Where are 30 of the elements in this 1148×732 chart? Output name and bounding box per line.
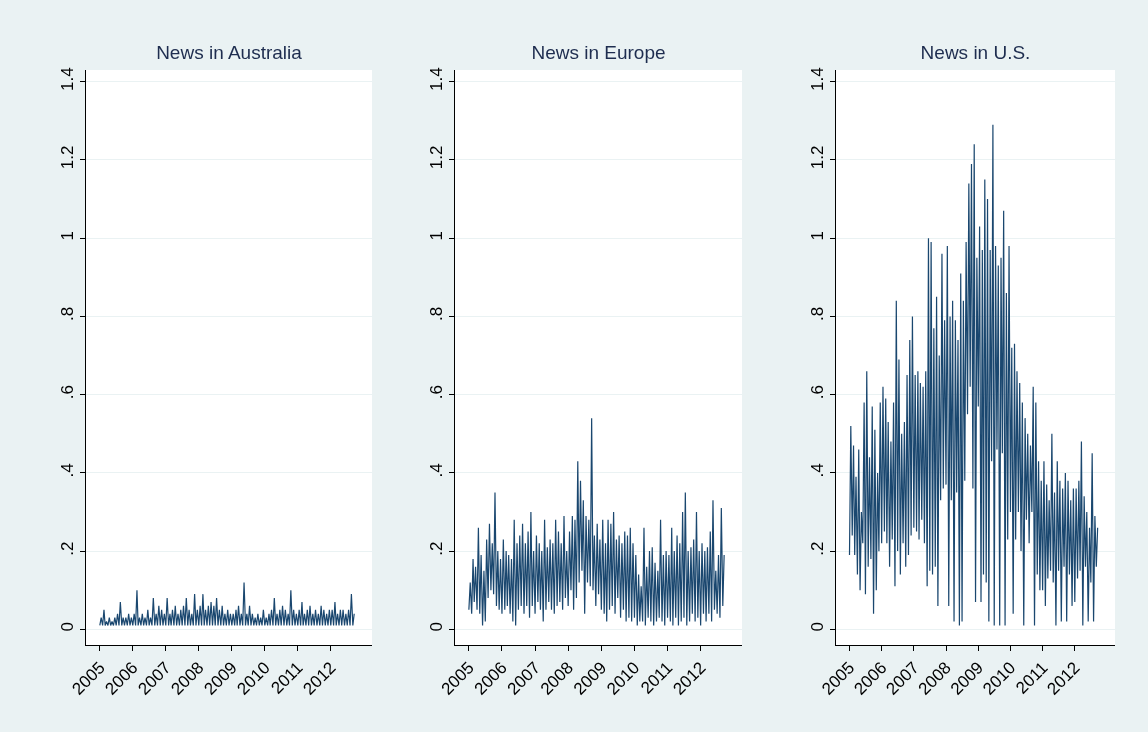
y-tick-label: 1.2 [58, 145, 78, 170]
y-tick-label: .6 [808, 385, 828, 400]
y-tick-label: .4 [427, 463, 447, 478]
y-tick-label: 0 [808, 622, 828, 632]
y-tick-label: .6 [58, 385, 78, 400]
line-series [848, 124, 1099, 627]
y-tick-label: 1 [808, 230, 828, 241]
y-tick-label: .8 [58, 306, 78, 321]
y-tick-label: .2 [808, 541, 828, 556]
y-tick-label: .8 [427, 306, 447, 321]
y-tick-label: 1 [427, 230, 447, 241]
y-tick-label: 1.4 [427, 67, 447, 91]
line-series [99, 581, 355, 627]
y-tick-label: 1.2 [808, 145, 828, 170]
y-tick-label: 1.2 [427, 145, 447, 170]
y-tick-label: .2 [427, 541, 447, 556]
y-tick-label: .6 [427, 385, 447, 400]
line-series [468, 417, 725, 627]
chart-title: News in Europe [531, 41, 666, 63]
y-tick-label: .4 [808, 463, 828, 478]
y-tick-label: 1 [58, 230, 78, 241]
y-tick-label: 1.4 [808, 67, 828, 91]
chart-title: News in Australia [156, 41, 303, 63]
y-tick-label: 1.4 [58, 67, 78, 91]
y-tick-label: .2 [58, 541, 78, 556]
chart-title: News in U.S. [920, 41, 1031, 63]
y-tick-label: .4 [58, 463, 78, 478]
y-tick-label: .8 [808, 306, 828, 321]
y-tick-label: 0 [58, 622, 78, 632]
y-tick-label: 0 [427, 622, 447, 632]
